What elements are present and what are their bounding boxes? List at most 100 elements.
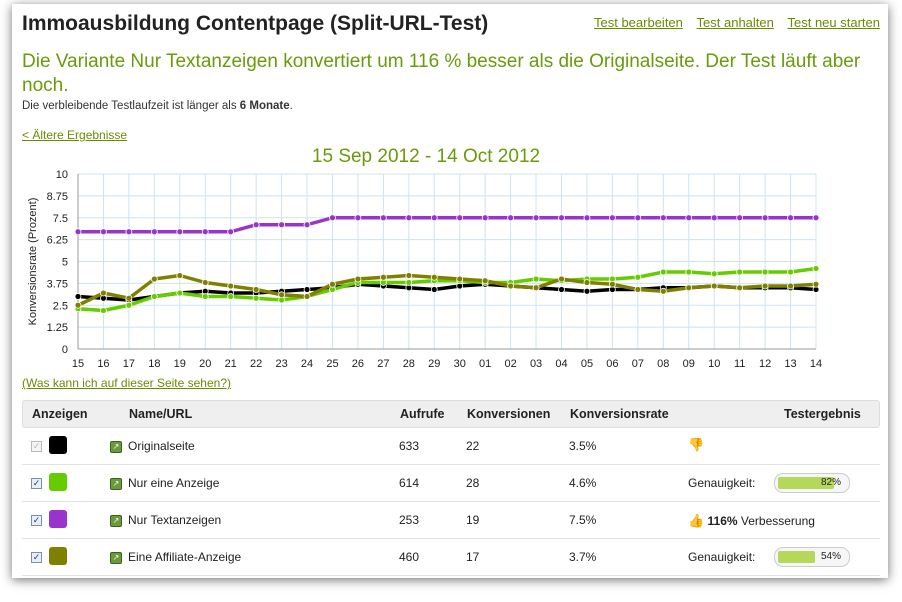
x-tick-label: 16 [97,358,109,370]
data-point [736,268,744,276]
color-swatch [49,473,67,491]
data-point [379,273,387,281]
x-tick-label: 17 [123,358,135,370]
accuracy-bar: 82% [774,473,850,493]
table-row: ✓ ↗ Nur eine Anzeige 614 28 4.6% Genauig… [22,465,880,502]
data-point [558,286,565,293]
data-point [329,280,336,288]
x-tick-label: 04 [555,358,567,370]
views-value: 253 [399,513,420,527]
restart-test-link[interactable]: Test neu starten [787,15,881,30]
x-tick-label: 15 [72,358,84,370]
y-tick-label: 5 [62,257,68,269]
x-tick-label: 19 [174,358,186,370]
result-headline: Die Variante Nur Textanzeigen konvertier… [22,51,861,96]
series-checkbox[interactable]: ✓ [31,515,42,526]
x-tick-label: 21 [225,358,237,370]
x-tick-label: 29 [428,358,440,370]
col-header-name: Name/URL [129,407,193,421]
data-point [100,228,107,236]
accuracy-label: Genauigkeit: [688,550,756,564]
table-header: Anzeigen Name/URL Aufrufe Konversionen K… [22,400,880,428]
accuracy-value: 54% [820,551,841,562]
data-point [74,301,82,309]
data-point [659,268,667,276]
views-value: 460 [399,550,420,564]
data-point [609,280,616,288]
data-point [787,268,794,276]
data-point [481,277,489,285]
data-point [456,214,464,222]
external-link-icon[interactable]: ↗ [110,552,122,564]
data-point [176,228,184,236]
series-line [77,266,817,313]
data-point [405,272,413,279]
y-tick-label: 1.25 [47,322,68,334]
data-point [100,289,107,297]
data-point [405,279,413,286]
data-point [74,293,82,300]
series-checkbox[interactable]: ✓ [31,441,42,452]
data-point [430,273,438,281]
external-link-icon[interactable]: ↗ [110,515,122,527]
y-tick-label: 2.5 [53,300,68,312]
data-point [507,214,515,222]
data-point [583,287,591,295]
edit-test-link[interactable]: Test bearbeiten [594,15,683,30]
data-point [252,286,260,293]
data-point [761,268,769,276]
x-tick-label: 23 [275,358,287,370]
variant-name: Nur eine Anzeige [128,476,220,490]
data-point [303,293,311,300]
data-point [761,214,769,222]
x-tick-label: 12 [759,358,771,370]
data-point [430,286,438,293]
remaining-time-text: Die verbleibende Testlaufzeit ist länger… [22,100,293,112]
x-tick-label: 13 [784,358,796,370]
data-point [583,279,591,286]
x-tick-label: 08 [657,358,669,370]
y-tick-label: 8.75 [47,191,68,203]
improvement-result: 👍 116% Verbesserung [688,513,815,529]
test-actions: Test bearbeiten Test anhalten Test neu s… [584,15,880,30]
data-point [685,284,693,292]
data-point [761,282,769,290]
x-tick-label: 07 [632,358,644,370]
pause-test-link[interactable]: Test anhalten [696,15,774,30]
x-tick-label: 02 [504,358,516,370]
external-link-icon[interactable]: ↗ [110,441,122,453]
data-point [354,275,362,283]
variant-name: Nur Textanzeigen [128,513,222,527]
rate-value: 4.6% [569,476,597,490]
data-point [787,282,794,290]
rate-value: 3.7% [569,550,597,564]
improvement-value: 116% [707,514,738,528]
variant-name: Eine Affiliate-Anzeige [128,550,242,564]
accuracy-value: 82% [820,477,841,488]
external-link-icon[interactable]: ↗ [110,478,122,490]
series-checkbox[interactable]: ✓ [31,552,42,563]
improvement-label: Verbesserung [737,514,815,528]
data-point [609,214,616,222]
thumb-up-icon: 👍 [688,513,705,528]
older-results-link[interactable]: < Ältere Ergebnisse [22,128,128,142]
series-checkbox[interactable]: ✓ [31,478,42,489]
x-tick-label: 01 [479,358,491,370]
data-point [634,214,642,222]
data-point [812,280,820,288]
color-swatch [49,510,67,528]
conversion-rate-chart: 0 1.25 2.5 3.75 5 6.25 7.5 8.75 10 15 16 17 18 19 20 21… [27,169,822,370]
data-point [278,221,285,229]
color-swatch [49,436,67,454]
y-tick-label: 6.25 [47,235,68,247]
variant-name: Originalseite [128,439,195,453]
help-link[interactable]: (Was kann ich auf dieser Seite sehen?) [22,376,231,390]
x-tick-label: 10 [708,358,720,370]
col-header-anzeigen: Anzeigen [32,407,88,421]
x-tick-label: 27 [377,358,389,370]
data-point [252,294,260,302]
y-axis-label: Konversionsrate (Prozent) [27,198,39,326]
remaining-time-suffix: . [289,100,293,112]
x-tick-label: 03 [530,358,542,370]
col-header-views: Aufrufe [400,407,445,421]
